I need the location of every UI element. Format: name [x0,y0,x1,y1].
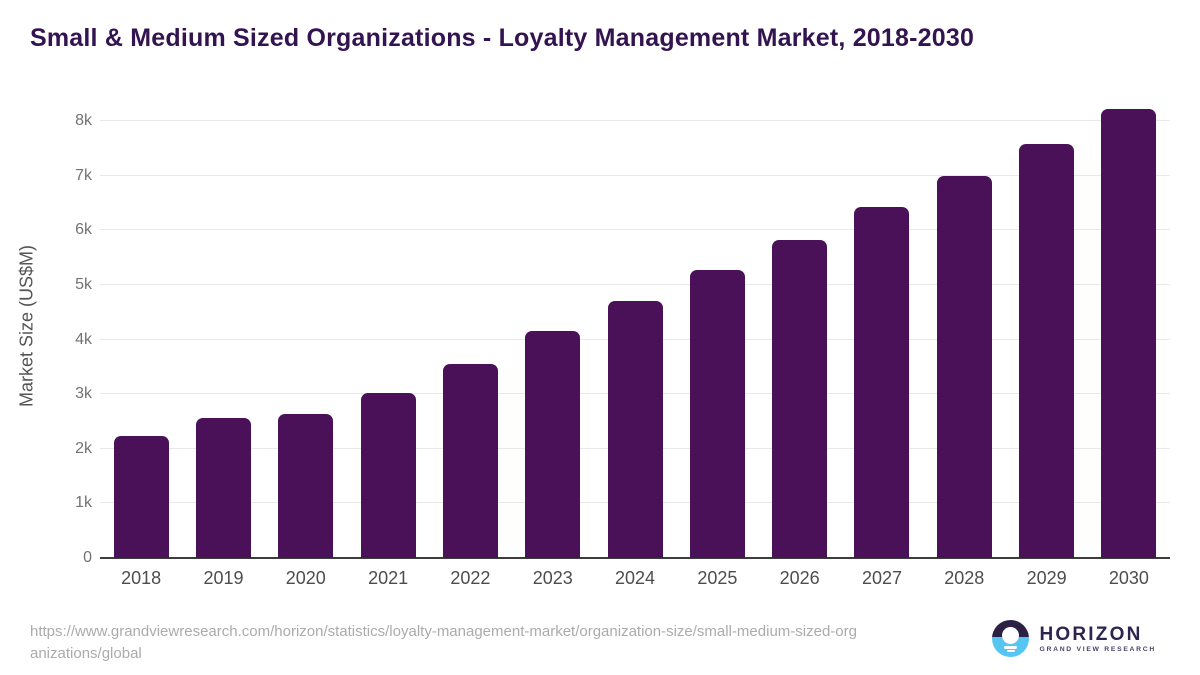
x-tick-2028: 2028 [944,568,985,588]
bar-slot-2018 [100,94,182,558]
bar-2029[interactable] [1019,143,1075,558]
chart-title: Small & Medium Sized Organizations - Loy… [30,24,975,52]
y-tick-1k: 1k [75,494,92,512]
gridline-7k [100,174,1170,176]
bar-2030[interactable] [1101,109,1157,558]
logo-name: HORIZON [1039,623,1143,645]
bar-slot-2019 [182,94,264,558]
x-tick-2030: 2030 [1108,568,1149,588]
x-tick-2019: 2019 [203,568,244,588]
bar-slot-2021 [347,94,429,558]
bar-slot-2030 [1088,94,1170,558]
x-tick-2024: 2024 [615,568,656,588]
bar-slot-2027 [841,94,923,558]
y-tick-0: 0 [83,549,92,566]
bar-slot-2029 [1005,94,1087,558]
y-tick-6k: 6k [75,221,92,239]
x-tick-2026: 2026 [779,568,820,588]
y-tick-4k: 4k [75,330,92,348]
x-tick-2022: 2022 [450,568,491,588]
y-tick-3k: 3k [75,385,92,403]
sun-reflection-icon [1004,646,1018,649]
bar-slot-2022 [429,94,511,558]
x-axis-line [100,557,1170,559]
y-tick-7k: 7k [75,166,92,184]
horizon-logo: HORIZON GRAND VIEW RESEARCH [992,620,1156,657]
y-tick-8k: 8k [75,112,92,130]
x-tick-2021: 2021 [368,568,409,588]
bar-slot-2026 [759,94,841,558]
bar-2028[interactable] [936,175,992,558]
bar-2020[interactable] [278,414,334,558]
gridline-8k [100,120,1170,122]
bar-2022[interactable] [442,364,498,558]
sun-reflection-icon [1006,650,1015,652]
bar-slot-2024 [594,94,676,558]
x-tick-2029: 2029 [1026,568,1067,588]
gridline-6k [100,229,1170,231]
y-axis-tick-labels: 0 1k 2k 3k 4k 5k 6k 7k 8k [30,94,92,566]
gridline-5k [100,284,1170,286]
y-tick-2k: 2k [75,439,92,457]
bar-2026[interactable] [772,239,828,558]
x-tick-2025: 2025 [697,568,738,588]
bar-slot-2028 [923,94,1005,558]
x-tick-2023: 2023 [532,568,573,588]
horizon-logo-icon [992,620,1030,657]
source-url: https://www.grandviewresearch.com/horizo… [30,623,857,662]
bar-2019[interactable] [195,418,251,558]
bar-slot-2020 [265,94,347,558]
x-tick-2018: 2018 [121,568,162,588]
bar-2025[interactable] [689,269,745,558]
sun-icon [1002,627,1020,644]
x-tick-2027: 2027 [861,568,902,588]
logo-subtext: GRAND VIEW RESEARCH [1039,645,1156,653]
bar-2021[interactable] [360,393,416,558]
bar-series [100,94,1170,558]
x-tick-2020: 2020 [285,568,326,588]
bar-2023[interactable] [525,331,581,558]
bar-2027[interactable] [854,207,910,558]
bar-chart-plot-area [100,94,1170,559]
bar-2024[interactable] [607,301,663,558]
y-tick-5k: 5k [75,276,92,294]
x-axis-tick-labels: 2018 2019 2020 2021 2022 2023 2024 2025 2026 2027… [100,568,1170,589]
bar-slot-2023 [512,94,594,558]
bar-slot-2025 [676,94,758,558]
bar-2018[interactable] [113,435,169,558]
